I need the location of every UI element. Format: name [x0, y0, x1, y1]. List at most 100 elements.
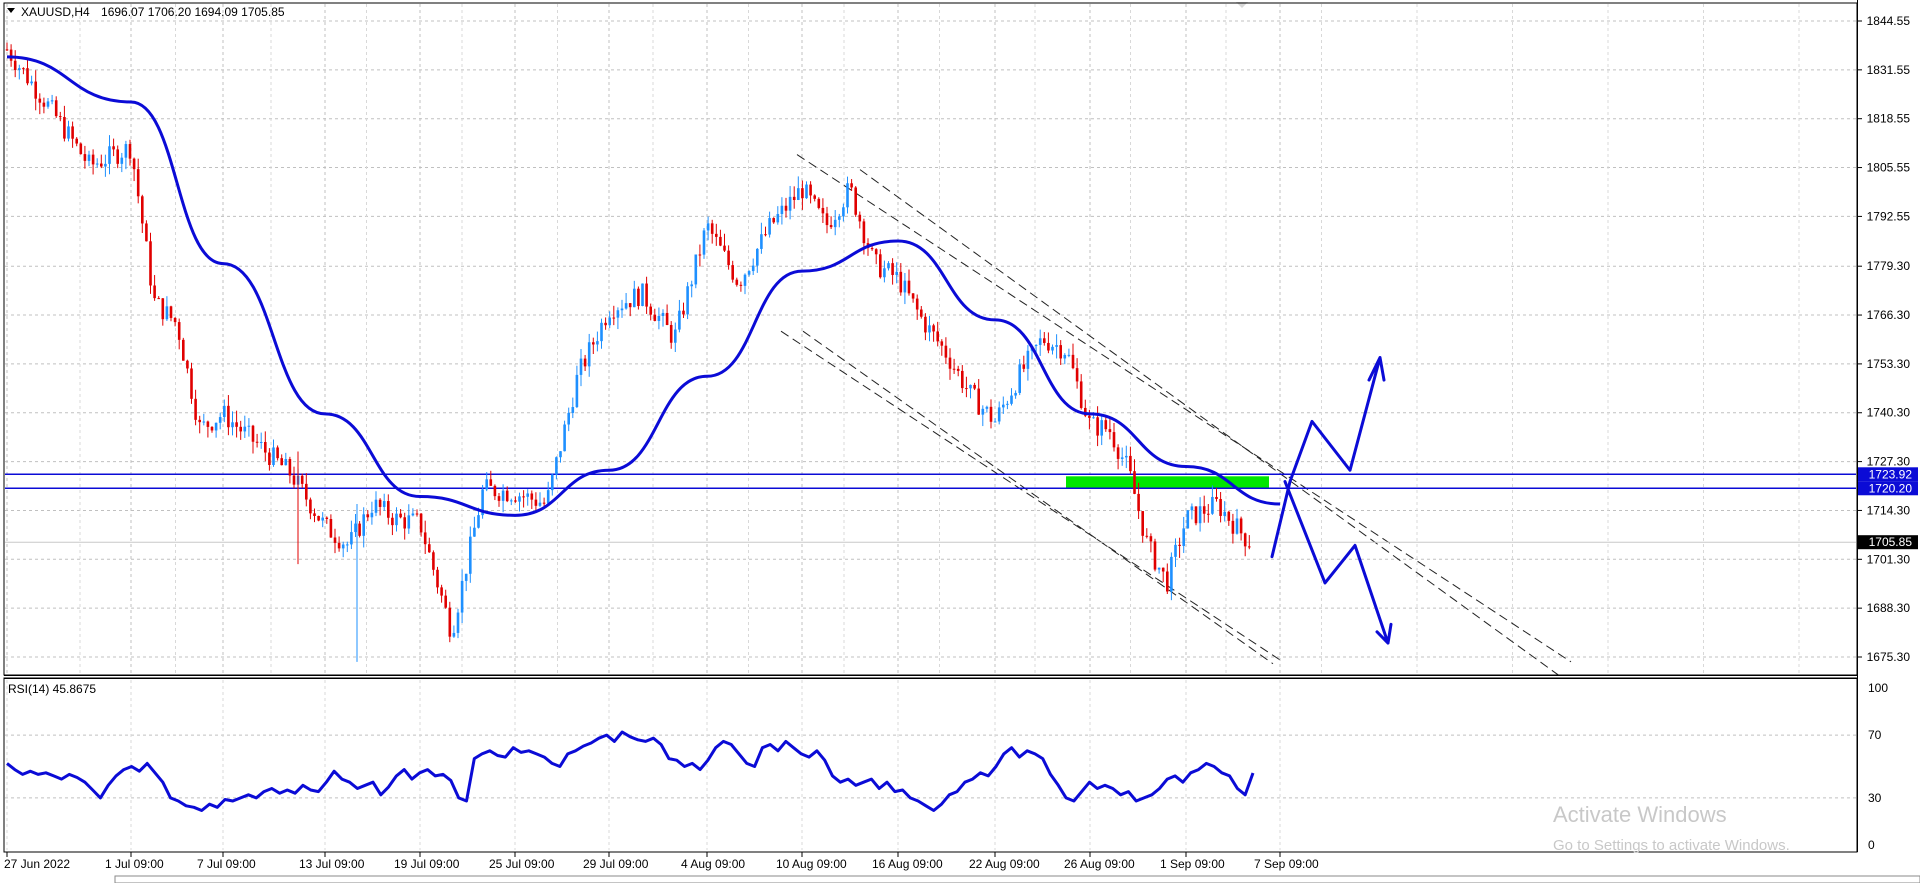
candle-body — [690, 284, 693, 287]
candle-body — [772, 218, 775, 223]
candle-body — [247, 425, 251, 427]
candle-body — [555, 457, 558, 475]
candle-body — [485, 479, 488, 490]
candle-body — [264, 441, 267, 453]
candle-body — [395, 513, 398, 526]
candle-body — [977, 388, 980, 415]
candle-body — [440, 587, 443, 596]
candle-body — [1096, 417, 1099, 436]
candle-body — [883, 268, 886, 278]
time-tick-label: 19 Jul 09:00 — [394, 857, 460, 871]
candle-body — [399, 513, 402, 518]
symbol-header: XAUUSD,H4 1696.07 1706.20 1694.09 1705.8… — [7, 5, 285, 19]
candle-body — [276, 447, 279, 459]
candle-body — [489, 479, 493, 486]
candle-body — [403, 517, 406, 529]
candle-body — [854, 187, 857, 215]
candle-body — [1125, 455, 1128, 458]
candle-body — [788, 196, 792, 211]
candle-body — [346, 544, 349, 546]
candle-body — [382, 501, 386, 507]
candle-body — [735, 279, 739, 285]
level-tag-1720-bg — [1858, 481, 1918, 496]
candle-body — [1211, 496, 1214, 514]
time-tick-label: 16 Aug 09:00 — [872, 857, 943, 871]
candle-body — [190, 368, 193, 399]
rsi-pane[interactable]: RSI(14) 45.8675 — [5, 680, 1856, 850]
candle-body — [698, 254, 702, 256]
candle-body — [165, 306, 169, 320]
candle-body — [1186, 510, 1190, 529]
candle-body — [936, 331, 939, 342]
candle-body — [9, 49, 13, 61]
support-resistance-zone[interactable] — [1066, 476, 1269, 489]
moving-average-line — [6, 55, 1281, 517]
candle-body — [809, 184, 812, 196]
price-tick-label: 1675.30 — [1867, 650, 1911, 664]
candle-body — [370, 512, 374, 518]
candle-body — [1190, 506, 1194, 511]
bullish-projection-drawing[interactable] — [1270, 356, 1386, 559]
candle-body — [989, 406, 993, 422]
candle-body — [132, 158, 136, 170]
candle-body — [194, 398, 197, 420]
candle-body — [874, 249, 878, 255]
candle-body — [1010, 395, 1013, 404]
candle-body — [657, 315, 661, 321]
candle-body — [665, 312, 669, 325]
candle-body — [1002, 404, 1005, 408]
descending-channel[interactable] — [780, 154, 1572, 678]
main-grid — [5, 4, 1856, 674]
candle-body — [292, 475, 296, 485]
price-axis[interactable]: 1844.55 1831.55 1818.55 1805.55 1792.55 1779.… — [1857, 14, 1910, 664]
candle-body — [838, 216, 841, 220]
candle-body — [501, 490, 505, 501]
candle-body — [973, 384, 976, 389]
candle-body — [1141, 511, 1144, 536]
candle-body — [1055, 345, 1058, 347]
price-tick-label: 1753.30 — [1867, 357, 1911, 371]
candle-body — [1137, 493, 1140, 512]
candle-body — [22, 68, 25, 70]
candle-body — [309, 499, 312, 514]
candle-body — [575, 374, 579, 408]
candle-body — [497, 496, 501, 501]
candle-body — [702, 230, 706, 255]
candle-body — [903, 280, 907, 293]
candle-body — [157, 298, 160, 300]
candle-body — [218, 417, 222, 423]
candle-body — [325, 517, 329, 520]
candle-body — [661, 312, 665, 316]
candle-body — [1227, 511, 1231, 521]
candle-body — [1153, 541, 1157, 570]
candle-body — [202, 421, 206, 423]
candle-body — [850, 183, 853, 188]
price-tick-label: 1805.55 — [1867, 161, 1911, 175]
candle-body — [653, 314, 657, 321]
candle-body — [825, 213, 829, 226]
price-tick-label: 1701.30 — [1867, 552, 1911, 566]
candle-body — [423, 532, 427, 545]
candle-body — [59, 116, 62, 118]
candle-body — [1157, 567, 1161, 570]
svg-text:XAUUSD,H4 1696.07 1706: XAUUSD,H4 1696.07 1706.20 1694.09 1705.8… — [21, 5, 285, 19]
candle-body — [1043, 338, 1046, 343]
candle-body — [821, 207, 825, 214]
candle-body — [743, 274, 747, 286]
candle-body — [1063, 354, 1067, 359]
main-pane[interactable]: XAUUSD,H4 1696.07 1706.20 1694.09 1705.8… — [5, 2, 1856, 678]
candle-body — [760, 234, 763, 249]
candle-body — [1108, 429, 1112, 433]
candle-body — [243, 426, 247, 432]
horizontal-scrollbar[interactable] — [114, 875, 1920, 883]
candle-body — [173, 317, 177, 323]
candle-body — [337, 542, 341, 549]
candle-body — [436, 569, 439, 588]
collapse-triangle-icon[interactable] — [7, 8, 15, 13]
bearish-projection-drawing[interactable] — [1283, 480, 1393, 645]
candle-body — [481, 489, 484, 516]
candle-body — [1166, 571, 1169, 592]
candle-body — [1145, 535, 1149, 537]
candle-body — [1079, 381, 1083, 408]
candle-body — [924, 316, 927, 333]
